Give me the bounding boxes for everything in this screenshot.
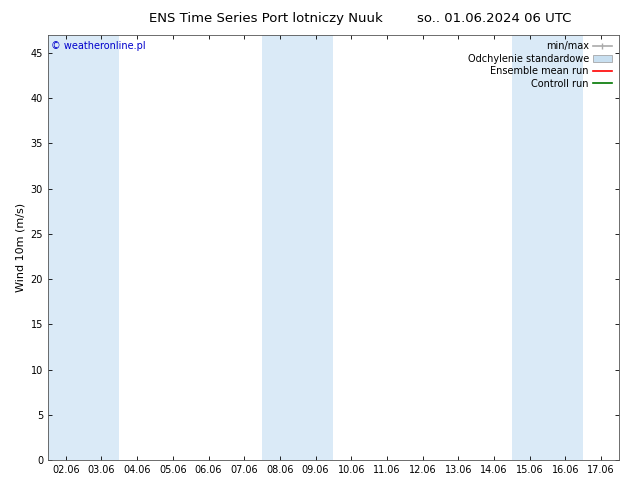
Legend: min/max, Odchylenie standardowe, Ensemble mean run, Controll run: min/max, Odchylenie standardowe, Ensembl…: [465, 40, 614, 91]
Bar: [48, 35, 84, 460]
Bar: [84, 35, 119, 460]
Text: ENS Time Series Port lotniczy Nuuk: ENS Time Series Port lotniczy Nuuk: [150, 12, 383, 25]
Y-axis label: Wind 10m (m/s): Wind 10m (m/s): [15, 203, 25, 292]
Bar: [548, 35, 583, 460]
Text: so.. 01.06.2024 06 UTC: so.. 01.06.2024 06 UTC: [417, 12, 572, 25]
Bar: [512, 35, 548, 460]
Bar: [298, 35, 333, 460]
Text: © weatheronline.pl: © weatheronline.pl: [51, 41, 145, 51]
Bar: [262, 35, 298, 460]
